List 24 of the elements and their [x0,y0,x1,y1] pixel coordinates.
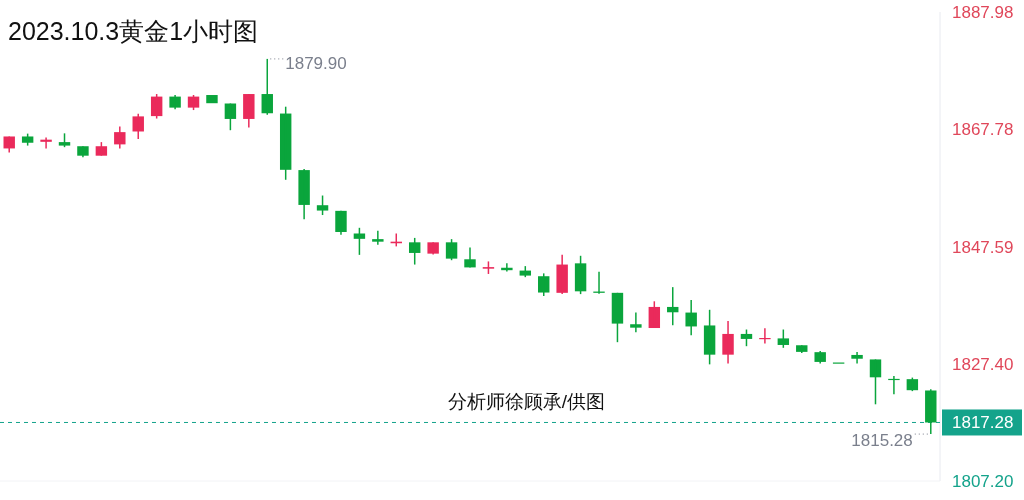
candlestick [445,238,458,261]
candlestick [851,351,863,365]
candlestick [77,145,89,158]
candlestick [427,241,439,256]
candlestick [316,194,329,216]
annotation: 1879.90 [285,53,347,73]
y-tick-label: 1827.40 [952,354,1014,374]
candlestick [353,227,366,256]
y-tick-label: 1867.78 [952,120,1014,140]
annotation: 分析师徐顾承/供图 [447,391,606,412]
y-tick-label: 1807.20 [952,472,1014,491]
chart-title: 2023.10.3黄金1小时图 [8,17,259,45]
candlestick [777,328,790,349]
candlestick [538,272,550,297]
candlestick [372,229,384,246]
annotation: 1815.28 [851,431,913,451]
candlestick [408,237,421,266]
y-tick-label: 1847.59 [952,237,1014,257]
ref-line-label: 1817.28 [952,413,1014,433]
candlestick [703,309,716,366]
candlestick [814,350,826,365]
candlestick [206,95,218,104]
y-tick-label: 1887.98 [952,3,1014,22]
candlestick [630,311,642,334]
